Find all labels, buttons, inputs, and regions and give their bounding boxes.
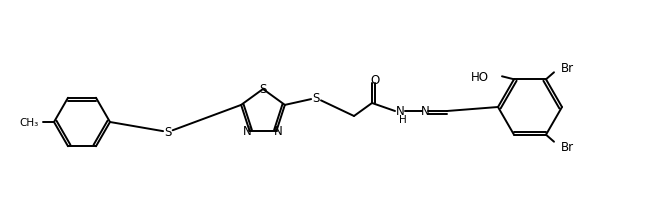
Text: N: N (243, 124, 252, 137)
Text: S: S (259, 83, 267, 96)
Text: S: S (312, 92, 319, 105)
Text: H: H (399, 115, 407, 124)
Text: Br: Br (561, 141, 574, 154)
Text: CH₃: CH₃ (19, 117, 39, 127)
Text: S: S (165, 126, 172, 139)
Text: HO: HO (471, 70, 489, 83)
Text: N: N (274, 124, 283, 137)
Text: O: O (371, 74, 380, 87)
Text: Br: Br (561, 61, 574, 74)
Text: N: N (396, 105, 404, 118)
Text: N: N (421, 105, 430, 118)
